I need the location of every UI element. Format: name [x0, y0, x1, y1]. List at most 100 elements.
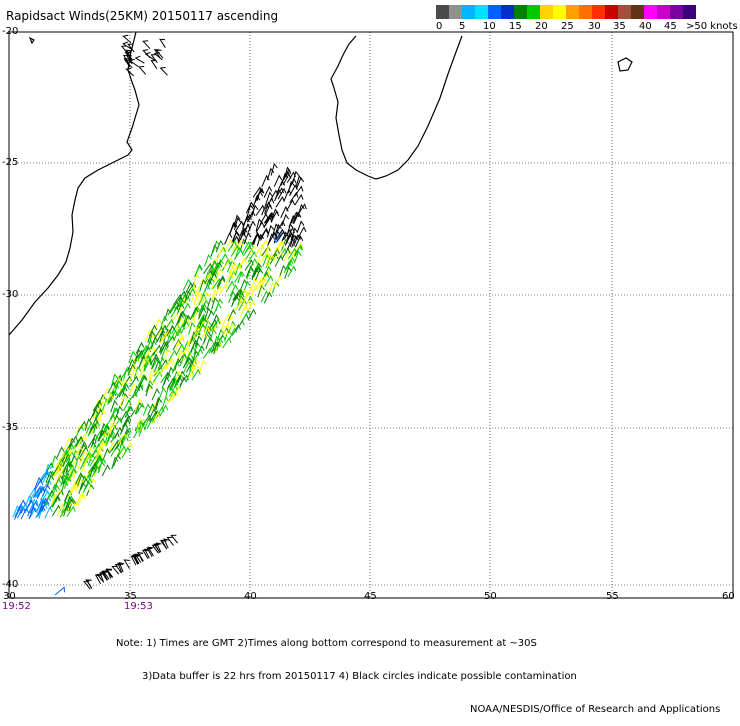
- wind-barb: [87, 453, 96, 466]
- wind-barb: [148, 408, 157, 421]
- wind-barb: [259, 227, 269, 240]
- wind-barb: [29, 498, 38, 512]
- wind-barb: [263, 291, 273, 304]
- wind-barb: [127, 363, 136, 376]
- wind-barb: [88, 423, 98, 435]
- wind-barb: [229, 284, 239, 297]
- scale-label: 25: [561, 21, 574, 32]
- wind-barb: [163, 348, 172, 361]
- wind-barb: [102, 448, 111, 461]
- scale-swatch: [605, 5, 618, 19]
- wind-barb: [88, 477, 97, 491]
- wind-barb: [96, 425, 106, 437]
- wind-barb: [148, 367, 156, 381]
- wind-barb: [149, 353, 159, 366]
- wind-barb: [166, 324, 176, 337]
- wind-barb: [111, 373, 119, 387]
- wind-barb: [128, 383, 137, 396]
- wind-barb: [213, 285, 223, 298]
- wind-barb: [288, 177, 297, 191]
- wind-barb: [286, 171, 296, 183]
- wind-barb: [190, 339, 199, 352]
- wind-barb: [255, 204, 265, 216]
- wind-barb: [85, 579, 93, 589]
- wind-barb: [252, 195, 261, 208]
- longitude-label: 35: [124, 591, 137, 602]
- wind-barb: [143, 548, 150, 559]
- wind-barb: [53, 465, 64, 477]
- wind-barb: [143, 355, 152, 368]
- wind-barb: [216, 258, 224, 272]
- wind-barb: [110, 399, 118, 413]
- wind-barb: [134, 553, 142, 563]
- wind-barb: [60, 450, 70, 462]
- wind-barb: [161, 329, 171, 342]
- wind-barb: [243, 232, 252, 245]
- wind-barb: [100, 571, 108, 581]
- wind-barb: [179, 298, 188, 312]
- wind-barb: [119, 378, 128, 392]
- wind-barb: [267, 233, 275, 247]
- scale-swatch: [436, 5, 449, 19]
- wind-barb: [111, 456, 119, 470]
- wind-barb: [246, 210, 256, 223]
- wind-barb: [190, 306, 199, 319]
- wind-barb: [119, 410, 129, 423]
- scale-swatch: [631, 5, 644, 19]
- wind-barb: [287, 180, 295, 194]
- wind-barb: [152, 370, 163, 383]
- wind-barb: [28, 507, 38, 519]
- wind-barb: [75, 492, 85, 504]
- wind-barb: [243, 223, 252, 236]
- time-label-first: 19:52: [2, 601, 31, 612]
- wind-barb: [216, 275, 226, 287]
- wind-barb: [241, 309, 251, 322]
- wind-barb: [138, 374, 148, 387]
- longitude-label: 30: [3, 591, 16, 602]
- wind-barb: [280, 172, 289, 186]
- wind-barb: [90, 417, 99, 430]
- wind-barb: [108, 390, 117, 404]
- wind-barb: [184, 339, 194, 352]
- wind-barb: [252, 265, 262, 278]
- wind-barb: [173, 299, 183, 312]
- wind-barb: [247, 251, 257, 263]
- wind-barb: [152, 412, 161, 425]
- wind-barb: [256, 233, 265, 247]
- wind-barb: [159, 38, 166, 48]
- wind-barb: [287, 265, 297, 278]
- wind-barb: [210, 244, 218, 257]
- wind-barb: [114, 380, 123, 393]
- wind-barb: [159, 324, 168, 337]
- coastline-islet: [28, 36, 35, 45]
- wind-barb: [213, 261, 223, 274]
- wind-barb: [144, 51, 155, 61]
- wind-barb: [107, 422, 116, 436]
- wind-barb: [142, 414, 152, 426]
- scale-swatch: [670, 5, 683, 19]
- wind-barb: [274, 275, 283, 288]
- wind-barb: [203, 347, 213, 359]
- wind-barb: [96, 573, 104, 583]
- wind-barb: [199, 359, 207, 373]
- wind-barb: [256, 252, 265, 265]
- wind-barb: [231, 324, 241, 336]
- scale-swatch: [579, 5, 592, 19]
- wind-barb: [266, 167, 275, 181]
- wind-barb: [45, 493, 53, 506]
- wind-barb: [183, 314, 192, 327]
- wind-barb: [63, 503, 71, 517]
- wind-barb: [93, 420, 101, 434]
- wind-barb: [262, 265, 272, 278]
- wind-barb: [109, 420, 118, 433]
- wind-barb: [111, 565, 120, 575]
- wind-barb: [118, 395, 128, 408]
- grid-lines: [8, 31, 734, 598]
- longitude-label: 60: [722, 591, 735, 602]
- scale-swatch: [540, 5, 553, 19]
- wind-barb: [142, 40, 151, 50]
- wind-barb: [54, 586, 65, 596]
- wind-barb: [237, 270, 245, 284]
- wind-barb: [227, 308, 237, 322]
- wind-barb: [186, 287, 196, 300]
